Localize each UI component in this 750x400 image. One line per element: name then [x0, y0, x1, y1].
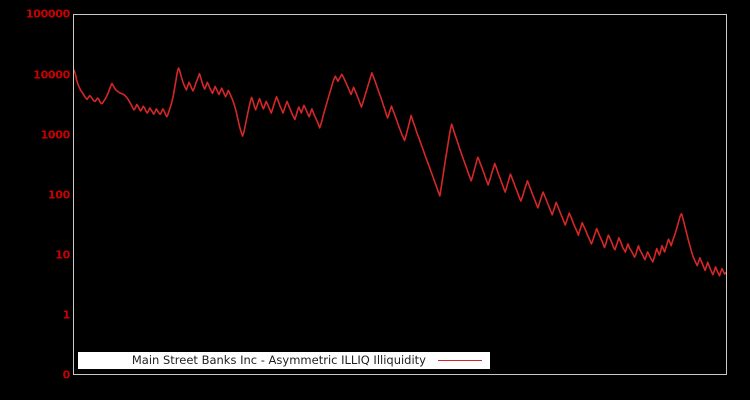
y-tick-0: 0 — [62, 368, 71, 382]
series-line-chart — [74, 67, 726, 277]
y-tick-10000: 10000 — [33, 68, 70, 82]
plot-area — [73, 14, 727, 375]
legend-line-swatch — [438, 360, 482, 361]
chart-legend: Main Street Banks Inc - Asymmetric ILLIQ… — [78, 352, 490, 369]
y-axis-tick-labels: 100000 10000 1000 100 10 1 0 — [0, 0, 70, 400]
legend-label: Main Street Banks Inc - Asymmetric ILLIQ… — [131, 352, 426, 367]
y-tick-100: 100 — [47, 188, 70, 201]
y-tick-1000: 1000 — [40, 128, 71, 141]
y-tick-10: 10 — [55, 248, 70, 262]
series-polyline-illiq — [74, 67, 726, 277]
y-tick-1: 1 — [62, 308, 71, 322]
y-tick-100000: 100000 — [25, 7, 70, 21]
